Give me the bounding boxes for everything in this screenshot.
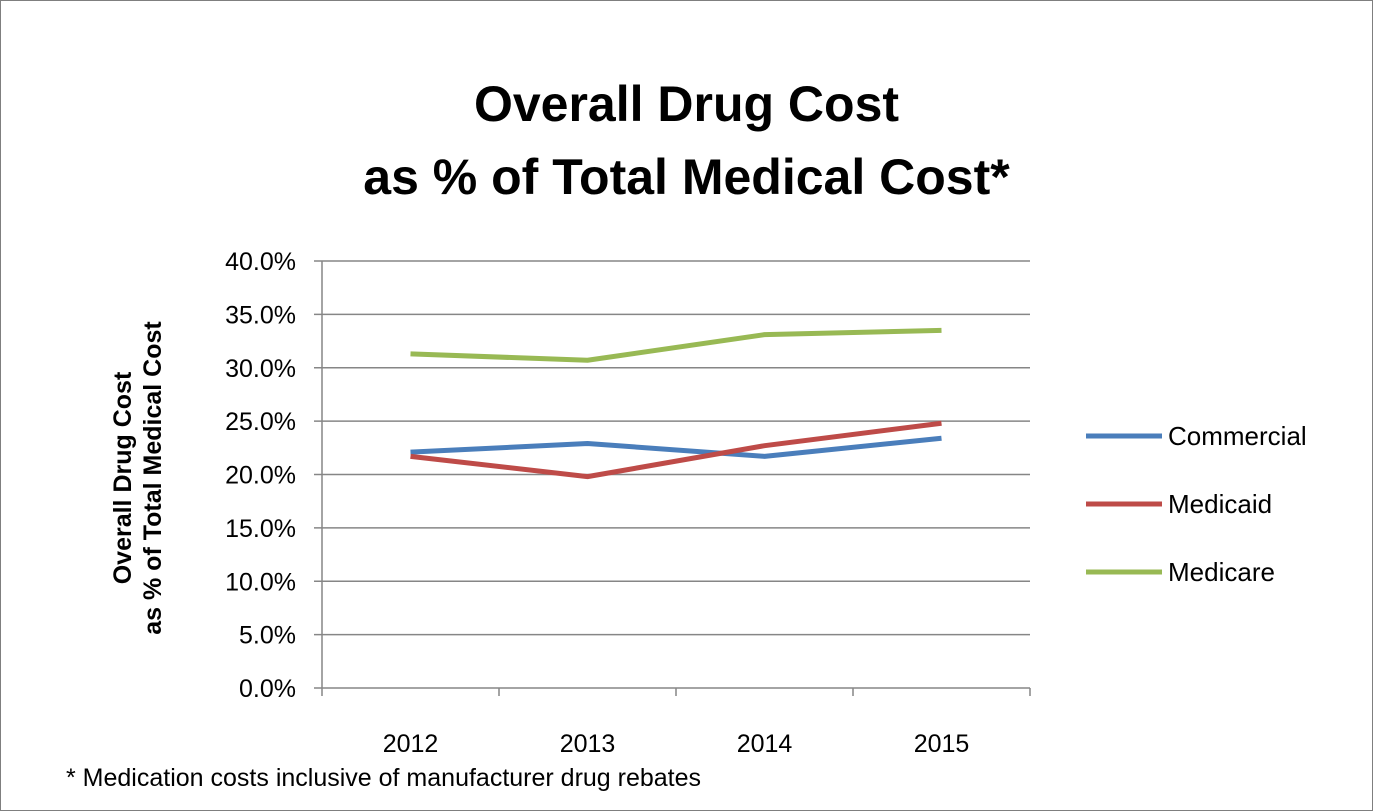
y-tick-label: 0.0% bbox=[239, 675, 296, 703]
x-tick-label-2014: 2014 bbox=[737, 730, 793, 758]
series-line-medicaid bbox=[410, 420, 942, 480]
series-lines bbox=[410, 327, 942, 480]
legend-label-medicare: Medicare bbox=[1168, 557, 1275, 587]
legend-label-commercial: Commercial bbox=[1168, 421, 1307, 451]
x-tick-label-2013: 2013 bbox=[560, 730, 616, 758]
y-tick-label: 30.0% bbox=[225, 355, 296, 383]
y-tick-label: 25.0% bbox=[225, 408, 296, 436]
x-tick-label-2012: 2012 bbox=[383, 730, 439, 758]
chart-title: Overall Drug Cost as % of Total Medical … bbox=[0, 68, 1373, 214]
y-tick-label: 20.0% bbox=[225, 462, 296, 490]
footnote: * Medication costs inclusive of manufact… bbox=[66, 764, 702, 792]
y-tick-label: 15.0% bbox=[225, 515, 296, 543]
y-tick-label: 5.0% bbox=[239, 622, 296, 650]
y-tick-label: 35.0% bbox=[225, 301, 296, 329]
legend-label-medicaid: Medicaid bbox=[1168, 489, 1272, 519]
x-tick-label-2015: 2015 bbox=[914, 730, 970, 758]
series-line-medicare bbox=[410, 327, 942, 363]
y-tick-label: 10.0% bbox=[225, 568, 296, 596]
y-tick-label: 40.0% bbox=[225, 248, 296, 276]
gridlines bbox=[322, 260, 1030, 636]
chart-title-line-2: as % of Total Medical Cost* bbox=[363, 149, 1010, 205]
y-tick-labels: 0.0% 5.0% 10.0% 15.0% 20.0% 25.0% 30.0% 35.0% 40… bbox=[225, 248, 296, 703]
x-tick-labels: 2012 2013 2014 2015 bbox=[383, 730, 970, 758]
legend: Commercial Medicaid Medicare bbox=[1086, 421, 1307, 587]
axes bbox=[314, 260, 1031, 696]
series-line-commercial bbox=[410, 435, 942, 459]
chart-title-line-1: Overall Drug Cost bbox=[473, 76, 900, 132]
